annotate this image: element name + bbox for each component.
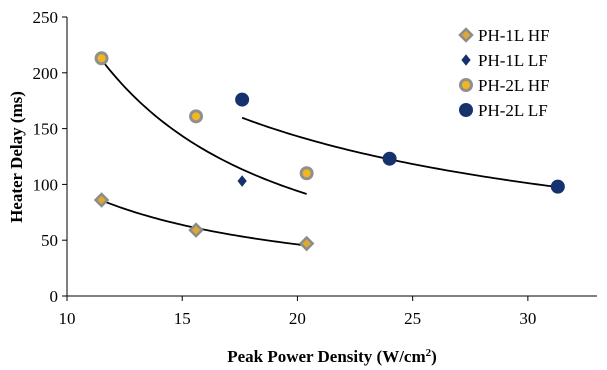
legend: PH-1L HF PH-1L LF PH-2L HF PH-2L LF [458, 26, 550, 120]
data-markers [93, 51, 565, 252]
x-tick-label: 10 [59, 309, 76, 328]
y-axis-title: Heater Delay (ms) [7, 91, 26, 223]
x-tick-label: 25 [404, 309, 421, 328]
x-axis-title-main: Peak Power Density (W/cm [227, 347, 425, 366]
y-tick-label: 150 [33, 120, 59, 139]
trendline [100, 59, 307, 195]
trendline [241, 116, 558, 189]
x-axis-title-close: ) [431, 347, 437, 366]
data-point-series-3 [550, 179, 565, 194]
plot-frame [66, 17, 597, 297]
data-point-series-2 [299, 166, 314, 181]
y-axis-ticks: 0 50 100 150 200 250 [33, 8, 67, 306]
legend-label: PH-2L LF [478, 101, 548, 120]
x-tick-label: 30 [519, 309, 536, 328]
x-tick-label: 20 [289, 309, 306, 328]
data-point-series-2 [94, 51, 109, 66]
x-axis-title-sup: 2 [426, 347, 432, 359]
data-point-series-0 [188, 222, 204, 238]
legend-marker-2 [459, 78, 473, 92]
x-axis-title: Peak Power Density (W/cm2) [227, 347, 437, 366]
x-axis-ticks: 10 15 20 25 30 [59, 296, 536, 328]
legend-label: PH-1L LF [478, 51, 548, 70]
trendline [101, 199, 307, 247]
y-tick-label: 250 [33, 8, 59, 27]
y-tick-label: 100 [33, 175, 59, 194]
data-point-series-0 [298, 235, 315, 252]
data-point-series-0 [93, 192, 110, 208]
data-point-series-3 [382, 151, 397, 166]
legend-label: PH-2L HF [478, 76, 550, 95]
legend-label: PH-1L HF [478, 26, 550, 45]
data-point-series-2 [189, 109, 204, 124]
legend-marker-1 [461, 54, 471, 66]
y-tick-label: 0 [50, 287, 59, 306]
data-point-series-1 [237, 175, 247, 187]
x-tick-label: 15 [174, 309, 191, 328]
y-tick-label: 200 [33, 64, 59, 83]
data-point-series-3 [235, 92, 250, 107]
y-tick-label: 50 [41, 231, 58, 250]
legend-marker-3 [459, 103, 473, 117]
trendlines [100, 59, 558, 247]
legend-marker-0 [458, 27, 474, 43]
